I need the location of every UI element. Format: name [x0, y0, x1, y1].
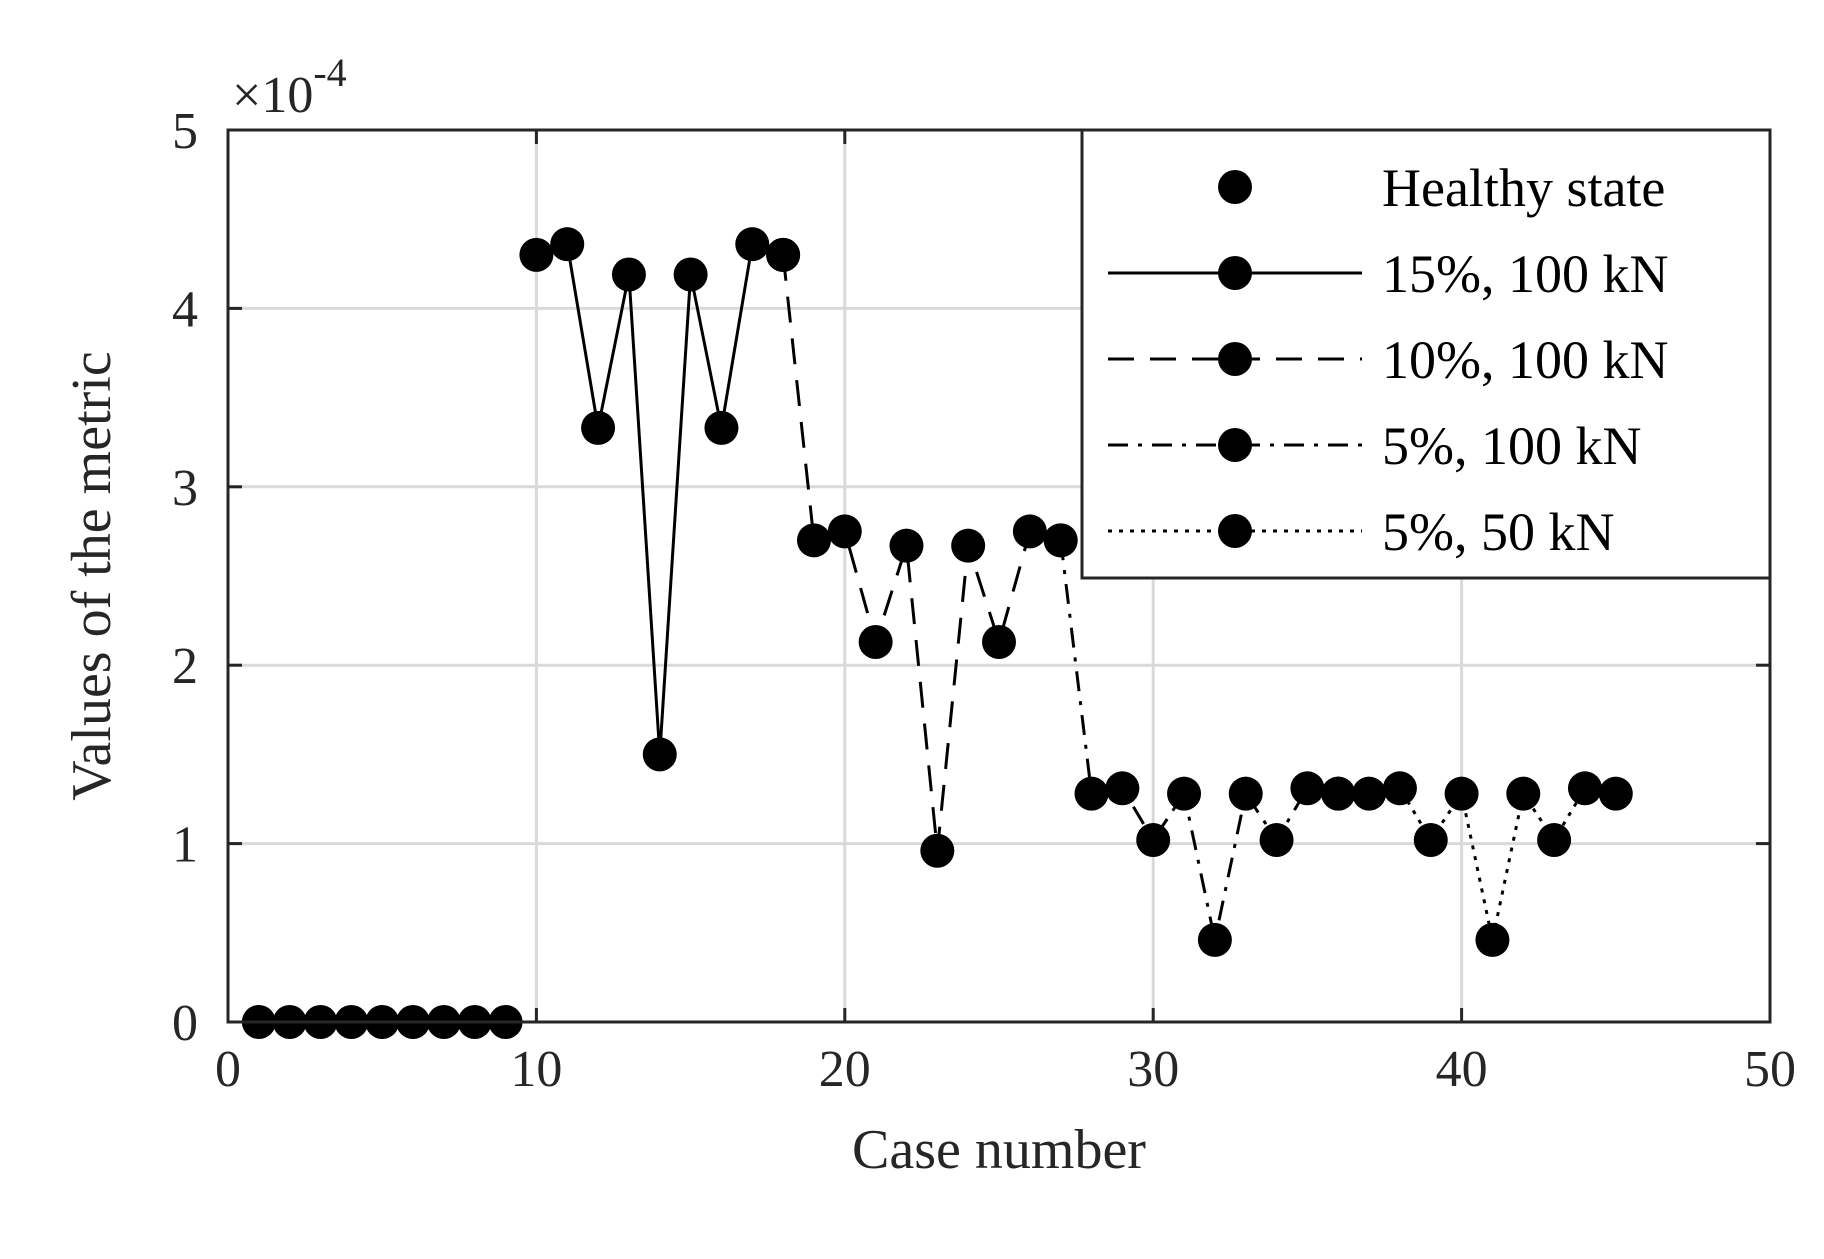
legend-marker: [1218, 342, 1252, 376]
data-point: [982, 625, 1016, 660]
x-tick-label: 40: [1436, 1041, 1488, 1098]
series-5: [1321, 771, 1633, 957]
data-point: [1074, 776, 1109, 811]
data-point: [581, 410, 616, 445]
series-layer: [241, 227, 1633, 1039]
data-point: [920, 833, 955, 868]
data-point: [889, 528, 924, 563]
data-point: [1197, 922, 1232, 957]
data-point: [735, 227, 770, 262]
series-4: [1043, 523, 1356, 957]
data-point: [673, 257, 708, 292]
data-point: [519, 237, 554, 272]
data-point: [951, 528, 986, 563]
x-tick-label: 20: [819, 1041, 871, 1098]
data-point: [1012, 514, 1047, 549]
legend-marker: [1218, 428, 1252, 462]
y-axis-label: Values of the metric: [61, 351, 123, 800]
legend-marker: [1218, 170, 1252, 204]
data-point: [1506, 776, 1541, 811]
data-point: [1444, 776, 1479, 811]
data-point: [1043, 523, 1078, 558]
legend-label: 5%, 50 kN: [1382, 502, 1614, 562]
data-point: [704, 410, 739, 445]
x-tick-label: 10: [510, 1041, 562, 1098]
data-point: [1382, 771, 1417, 806]
legend-box: [1080, 128, 1772, 580]
series-line: [535, 242, 784, 755]
legend: Healthy state 15%, 100 kN 10%, 100 kN 5%, 1…: [1080, 128, 1772, 580]
legend-marker: [1218, 256, 1252, 290]
y-tick-label: 3: [172, 460, 198, 517]
y-tick-label: 2: [172, 638, 198, 695]
data-point: [1567, 771, 1602, 806]
data-point: [1475, 922, 1510, 957]
data-point: [1537, 823, 1572, 858]
y-tick-label: 1: [172, 817, 198, 874]
series-1: [241, 1005, 523, 1039]
legend-label: Healthy state: [1382, 158, 1665, 218]
series-line: [1338, 786, 1617, 941]
data-point: [1598, 776, 1633, 811]
y-tick-label: 5: [172, 103, 198, 160]
legend-entry-3: 10%, 100 kN: [1108, 330, 1668, 390]
data-point: [796, 523, 831, 558]
data-point: [1136, 823, 1171, 858]
data-point: [766, 237, 801, 272]
legend-entry-2: 15%, 100 kN: [1108, 244, 1668, 304]
y-tick-label: 4: [172, 281, 198, 338]
x-axis-label: Case number: [852, 1119, 1146, 1181]
data-point: [1321, 776, 1356, 811]
data-point: [1228, 776, 1263, 811]
legend-label: 15%, 100 kN: [1382, 244, 1668, 304]
data-point: [1105, 771, 1140, 806]
series-3: [766, 237, 1078, 868]
data-point: [827, 514, 862, 549]
data-point: [858, 625, 893, 660]
legend-entry-4: 5%, 100 kN: [1108, 416, 1641, 476]
data-point: [611, 257, 646, 292]
data-point: [1167, 776, 1202, 811]
data-point: [1259, 823, 1294, 858]
data-point: [550, 227, 585, 262]
data-point: [1352, 776, 1387, 811]
y-exponent-power: -4: [313, 50, 346, 95]
x-tick-label: 0: [215, 1041, 241, 1098]
legend-entry-5: 5%, 50 kN: [1108, 502, 1614, 562]
data-point: [1413, 823, 1448, 858]
x-tick-label: 30: [1127, 1041, 1179, 1098]
legend-label: 10%, 100 kN: [1382, 330, 1668, 390]
legend-marker: [1218, 514, 1252, 548]
data-point: [1290, 771, 1325, 806]
series-line: [1059, 540, 1339, 941]
y-exponent-label: ×10-4: [232, 50, 347, 124]
y-tick-label: 0: [172, 995, 198, 1052]
y-exponent-base: ×10: [232, 67, 313, 124]
legend-entry-1: Healthy state: [1218, 158, 1665, 218]
legend-label: 5%, 100 kN: [1382, 416, 1641, 476]
x-tick-label: 50: [1744, 1041, 1796, 1098]
data-point: [642, 737, 677, 772]
